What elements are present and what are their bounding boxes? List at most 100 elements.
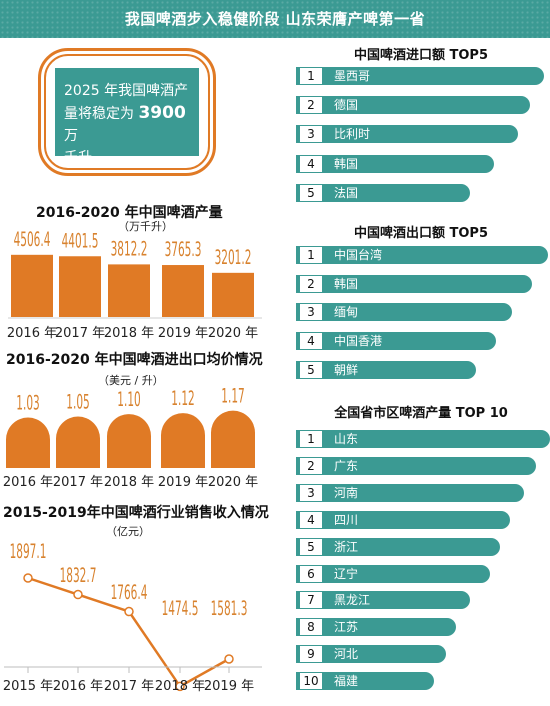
import-rank-number: 2 bbox=[300, 97, 322, 114]
production-bar bbox=[212, 272, 254, 317]
province-rank-number: 5 bbox=[300, 538, 322, 555]
province-rank-row: 2 广东 bbox=[296, 456, 536, 475]
revenue-point bbox=[23, 573, 33, 583]
province-rank-bar bbox=[296, 645, 446, 664]
province-rank-bar bbox=[296, 591, 470, 610]
province-rank-number: 4 bbox=[300, 511, 322, 528]
callout-line-2: 量将稳定为 3900 万 bbox=[64, 102, 196, 147]
callout-line-2-pre: 量将稳定为 bbox=[64, 106, 134, 122]
production-bar bbox=[162, 265, 204, 317]
export-rank-label: 中国香港 bbox=[334, 334, 383, 349]
export-rank-label: 朝鲜 bbox=[334, 362, 359, 377]
export-rank-row: 4 中国香港 bbox=[296, 332, 496, 351]
province-rank-bar bbox=[296, 672, 434, 691]
revenue-point bbox=[73, 589, 83, 600]
price-value-label: 1.17 bbox=[221, 384, 244, 408]
province-rank-label: 江苏 bbox=[334, 620, 359, 635]
price-x-tick: 2018 年 bbox=[104, 475, 154, 490]
import-rank-row: 1 墨西哥 bbox=[296, 67, 544, 85]
export-rank-bar bbox=[296, 332, 496, 351]
price-value-label: 1.03 bbox=[16, 391, 39, 415]
province-rank-number: 1 bbox=[300, 431, 322, 447]
province-rank-row: 7 黑龙江 bbox=[296, 591, 470, 610]
import-rank-label: 法国 bbox=[334, 185, 359, 200]
province-rank-row: 3 河南 bbox=[296, 483, 524, 502]
price-chart-unit: （美元 / 升） bbox=[98, 374, 164, 387]
price-x-tick: 2017 年 bbox=[53, 475, 103, 490]
revenue-x-tick: 2017 年 bbox=[104, 679, 154, 694]
production-value-label: 3201.2 bbox=[215, 245, 252, 269]
production-x-tick: 2019 年 bbox=[158, 326, 208, 341]
production-bar bbox=[108, 264, 150, 317]
revenue-point bbox=[124, 606, 134, 617]
price-bar bbox=[56, 416, 100, 468]
province-rank-row: 4 四川 bbox=[296, 510, 510, 529]
province-rank-row: 10 福建 bbox=[296, 672, 434, 691]
province-rank-number: 2 bbox=[300, 457, 322, 474]
export-rank-number: 2 bbox=[300, 275, 322, 292]
revenue-point bbox=[224, 654, 234, 664]
province-rank-bar bbox=[296, 537, 500, 556]
province-rank-bar bbox=[296, 618, 456, 637]
province-rank-number: 3 bbox=[300, 484, 322, 501]
import-rank-number: 1 bbox=[300, 68, 322, 84]
callout-box bbox=[55, 68, 199, 156]
province-rank-bar bbox=[296, 483, 524, 502]
production-value-label: 4506.4 bbox=[14, 227, 51, 251]
revenue-chart-title: 2015-2019年中国啤酒行业销售收入情况 bbox=[3, 505, 269, 521]
province-rank-label: 辽宁 bbox=[334, 566, 359, 581]
import-rank-bar bbox=[296, 154, 494, 173]
province-rank-number: 10 bbox=[300, 673, 322, 690]
import-rank-number: 5 bbox=[300, 184, 322, 201]
province-rank-label: 四川 bbox=[334, 512, 359, 527]
import-rank-label: 墨西哥 bbox=[334, 69, 371, 83]
price-x-tick: 2016 年 bbox=[3, 475, 53, 490]
export-rank-label: 韩国 bbox=[334, 276, 359, 291]
revenue-value-label: 1832.7 bbox=[60, 563, 97, 587]
export-top5-title: 中国啤酒出口额 TOP5 bbox=[353, 226, 489, 241]
revenue-x-tick: 2015 年 bbox=[3, 679, 53, 694]
province-rank-label: 河北 bbox=[334, 647, 359, 662]
import-top5-title: 中国啤酒进口额 TOP5 bbox=[353, 48, 489, 63]
export-rank-row: 2 韩国 bbox=[296, 274, 532, 293]
export-rank-row: 5 朝鲜 bbox=[296, 360, 476, 379]
province-rank-number: 7 bbox=[300, 592, 322, 609]
import-rank-label: 比利时 bbox=[334, 127, 371, 142]
import-rank-bar bbox=[296, 125, 518, 144]
price-bar bbox=[107, 414, 151, 468]
callout-line-3: 千升。 bbox=[64, 150, 106, 166]
production-x-tick: 2017 年 bbox=[55, 326, 105, 341]
province-rank-number: 9 bbox=[300, 646, 322, 663]
header-banner bbox=[0, 0, 550, 38]
revenue-value-label: 1897.1 bbox=[10, 539, 47, 563]
province-rank-bar bbox=[296, 456, 536, 475]
import-rank-row: 3 比利时 bbox=[296, 125, 518, 144]
revenue-x-tick: 2018 年 bbox=[155, 679, 205, 694]
price-x-tick: 2019 年 bbox=[158, 475, 208, 490]
import-rank-bar bbox=[296, 96, 530, 115]
province-rank-row: 8 江苏 bbox=[296, 618, 456, 637]
export-rank-number: 3 bbox=[300, 304, 322, 321]
production-value-label: 3812.2 bbox=[111, 237, 148, 261]
price-bar bbox=[6, 417, 50, 468]
export-rank-label: 中国台湾 bbox=[334, 248, 383, 262]
import-rank-label: 德国 bbox=[334, 98, 359, 113]
province-rank-bar bbox=[296, 430, 550, 448]
revenue-point bbox=[175, 681, 185, 692]
production-value-label: 3765.3 bbox=[165, 237, 202, 261]
price-chart-title: 2016-2020 年中国啤酒进出口均价情况 bbox=[6, 352, 263, 368]
production-value-label: 4401.5 bbox=[62, 229, 99, 253]
callout-text: 2025 年我国啤酒产 量将稳定为 3900 万 千升。 bbox=[64, 80, 196, 169]
province-rank-bar bbox=[296, 510, 510, 529]
production-x-tick: 2016 年 bbox=[7, 326, 57, 341]
province-rank-row: 1 山东 bbox=[296, 430, 550, 448]
export-rank-row: 3 缅甸 bbox=[296, 303, 512, 322]
callout-line-2-post: 万 bbox=[64, 128, 78, 144]
production-chart-unit: （万千升） bbox=[118, 220, 173, 233]
revenue-value-label: 1766.4 bbox=[111, 580, 148, 604]
province-rank-row: 5 浙江 bbox=[296, 537, 500, 556]
province-rank-row: 6 辽宁 bbox=[296, 564, 490, 583]
price-bar bbox=[161, 413, 205, 468]
province-rank-label: 浙江 bbox=[334, 539, 359, 554]
